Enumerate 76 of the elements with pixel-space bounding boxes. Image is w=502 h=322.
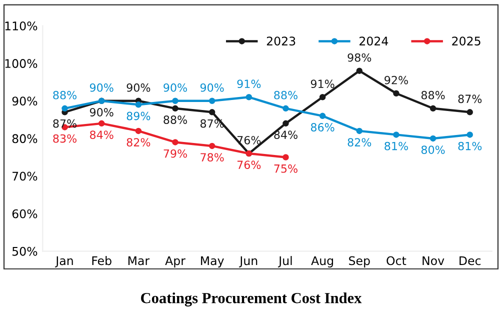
data-label: 90% xyxy=(90,83,114,92)
x-tick-label: Sep xyxy=(349,256,370,268)
data-label: 98% xyxy=(348,53,372,62)
x-tick-label: Apr xyxy=(165,256,186,268)
point xyxy=(393,132,400,138)
y-tick-label: 70% xyxy=(12,172,38,181)
x-tick-label: Aug xyxy=(311,256,334,268)
point xyxy=(430,105,436,112)
x-tick-label: Feb xyxy=(92,256,112,266)
point xyxy=(282,105,289,112)
point xyxy=(393,90,400,97)
data-label: 90% xyxy=(200,83,224,92)
point xyxy=(430,135,436,142)
x-tick-label: Jan xyxy=(55,256,73,268)
y-tick-label: 50% xyxy=(12,246,38,256)
data-label: 76% xyxy=(237,160,261,170)
point xyxy=(356,128,363,134)
legend-label: 2024 xyxy=(360,36,388,46)
point xyxy=(356,68,363,74)
data-label: 91% xyxy=(310,80,334,88)
x-tick-label: Oct xyxy=(386,256,406,266)
x-tick-label: Jun xyxy=(239,256,258,268)
data-label: 83% xyxy=(53,134,76,143)
x-tick-label: Nov xyxy=(422,256,444,266)
data-label: 82% xyxy=(348,138,372,146)
point xyxy=(466,109,473,116)
x-tick-label: May xyxy=(201,256,224,268)
point xyxy=(319,94,326,100)
data-label: 88% xyxy=(421,90,445,100)
data-label: 88% xyxy=(53,90,76,100)
point xyxy=(98,120,105,127)
point xyxy=(246,94,252,100)
point xyxy=(135,102,142,108)
point xyxy=(208,98,216,104)
data-label: 91% xyxy=(237,80,261,88)
y-tick-label: 110% xyxy=(5,21,38,30)
data-label: 78% xyxy=(200,153,224,162)
point xyxy=(172,105,178,112)
y-tick-label: 90% xyxy=(12,96,38,106)
point xyxy=(208,109,216,116)
point xyxy=(466,132,473,138)
legend-label: 2023 xyxy=(266,36,296,46)
data-label: 88% xyxy=(274,90,298,100)
data-label: 90% xyxy=(164,83,187,92)
x-tick-label: Mar xyxy=(128,256,150,266)
data-label: 87% xyxy=(53,119,76,128)
point xyxy=(135,128,142,134)
y-tick-label: 80% xyxy=(12,134,38,144)
point xyxy=(282,154,289,160)
point xyxy=(172,139,178,146)
y-tick-label: 60% xyxy=(12,209,38,218)
data-label: 82% xyxy=(126,138,150,146)
point xyxy=(62,105,68,112)
data-label: 90% xyxy=(90,108,114,116)
data-label: 75% xyxy=(274,164,298,173)
point xyxy=(319,112,326,120)
data-label: 90% xyxy=(126,83,150,92)
data-label: 81% xyxy=(384,142,408,150)
data-label: 80% xyxy=(421,146,445,154)
point xyxy=(172,98,178,104)
data-label: 84% xyxy=(90,130,114,139)
data-label: 87% xyxy=(458,94,482,104)
data-label: 81% xyxy=(458,142,482,150)
data-label: 76% xyxy=(237,136,261,144)
y-tick-label: 100% xyxy=(5,59,38,68)
x-tick-label: Jul xyxy=(278,256,292,268)
x-tick-label: Dec xyxy=(460,256,481,266)
legend-label: 2025 xyxy=(452,36,480,46)
point xyxy=(282,120,289,127)
data-label: 79% xyxy=(164,149,187,158)
data-label: 88% xyxy=(164,116,187,124)
text: Coatings Procurement Cost Index xyxy=(141,292,362,306)
data-label: 89% xyxy=(126,112,150,120)
point xyxy=(208,142,216,150)
data-label: 86% xyxy=(310,123,334,132)
data-label: 92% xyxy=(384,76,408,84)
